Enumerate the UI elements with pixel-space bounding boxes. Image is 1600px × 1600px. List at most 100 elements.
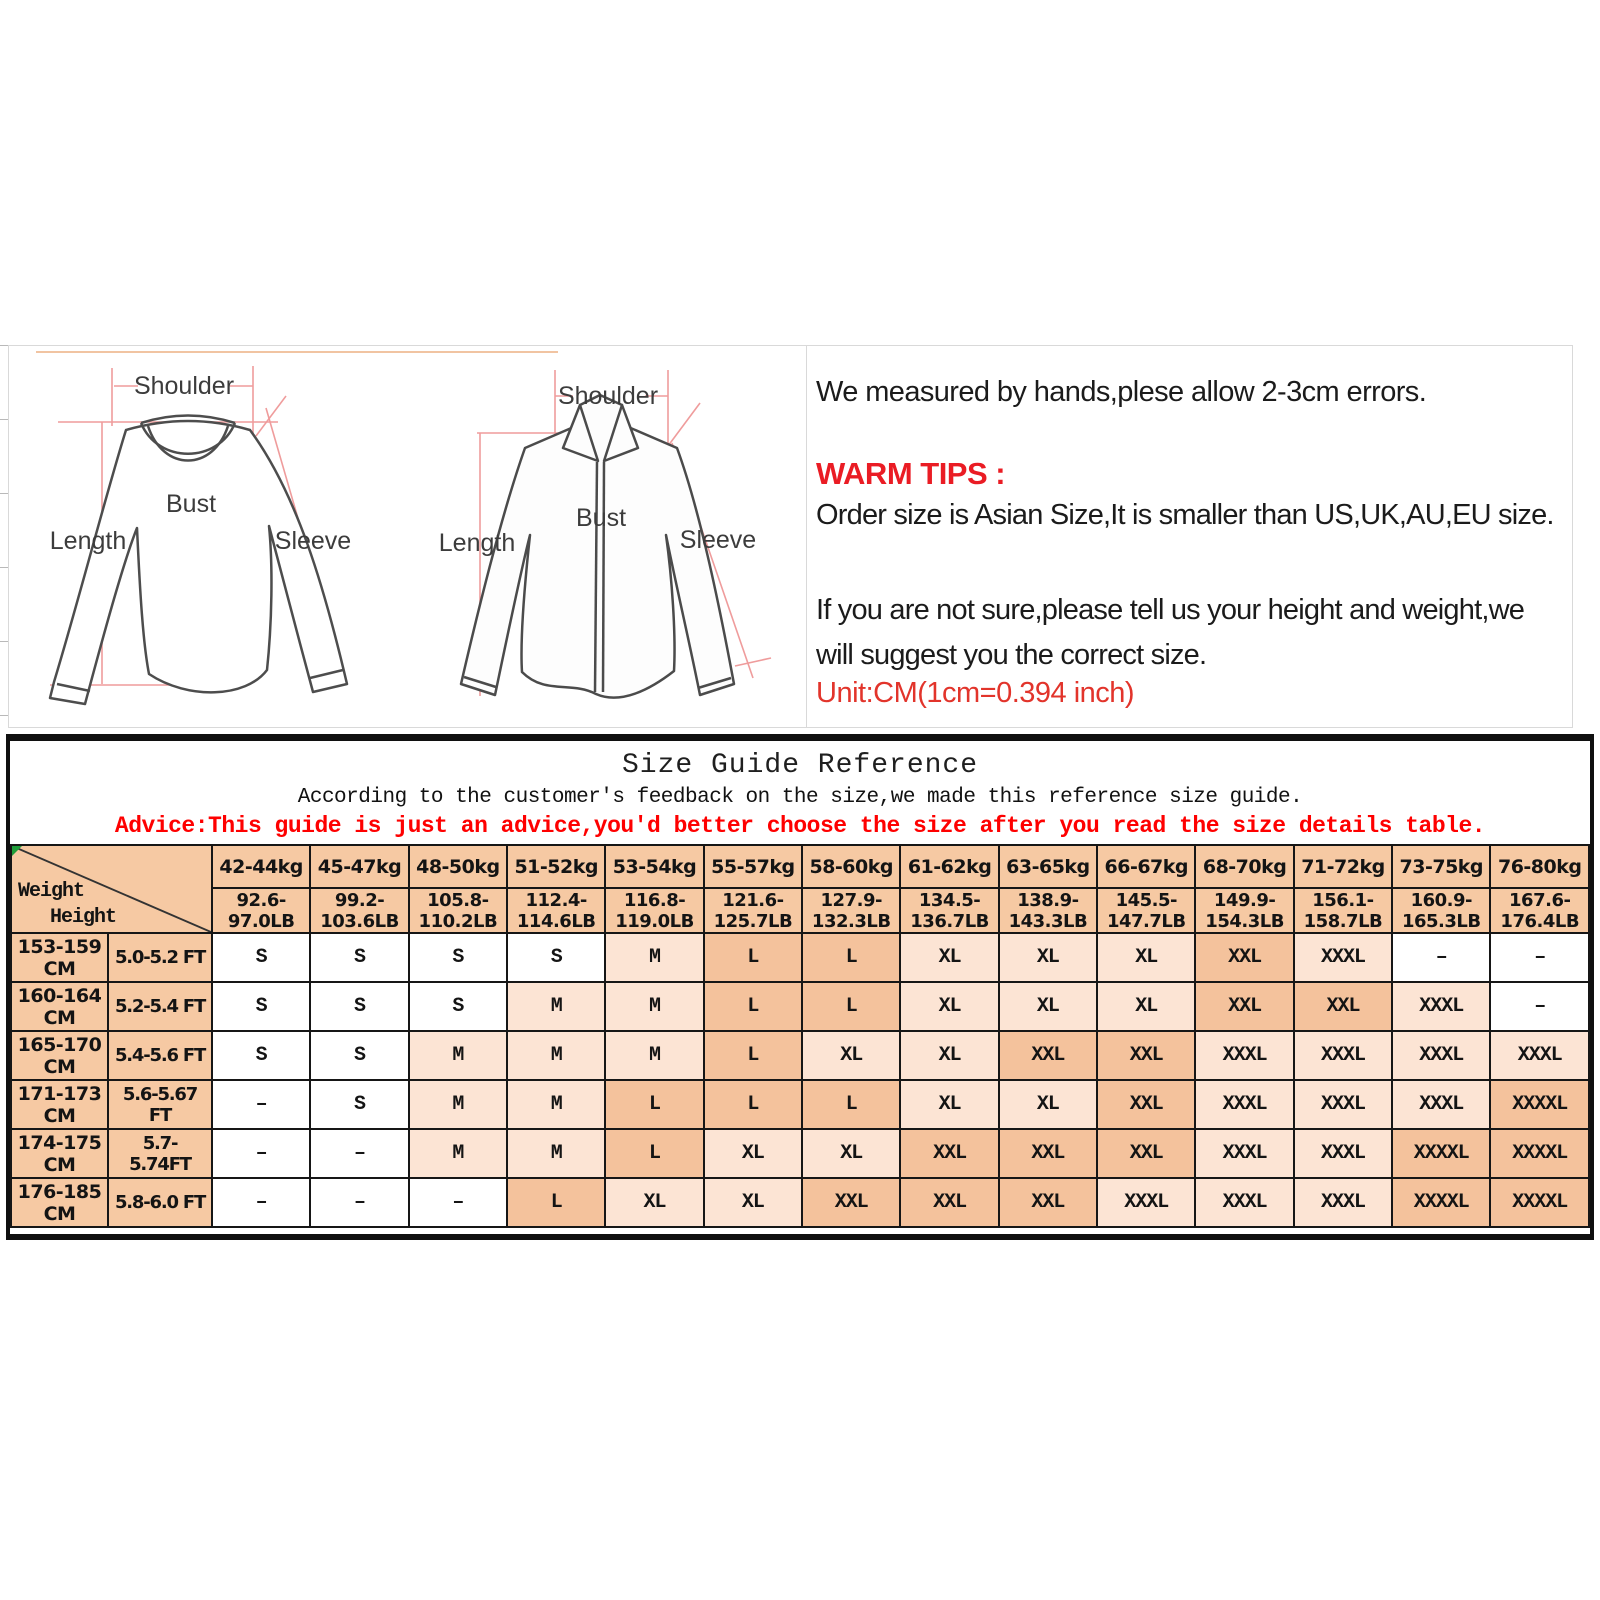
size-cell: XXXL <box>1391 981 1492 1032</box>
ruler-tick <box>0 493 8 494</box>
measured-by-hands-note: We measured by hands,plese allow 2-3cm e… <box>816 376 1427 408</box>
size-help-note: If you are not sure,please tell us your … <box>816 594 1525 671</box>
size-cell: XXXL <box>1292 1128 1394 1179</box>
size-cell: XXXXL <box>1391 1128 1492 1179</box>
size-cell: XXL <box>1096 1128 1197 1179</box>
table-subtitle: According to the customer's feedback on … <box>297 786 1303 809</box>
weight-lb-header: 116.8- 119.0LB <box>604 887 705 934</box>
size-cell: XL <box>997 981 1099 1032</box>
shirt-length-label: Length <box>439 529 515 557</box>
size-cell: XL <box>1096 932 1197 983</box>
section-divider-line <box>806 345 807 728</box>
height-row: 165-170 CM 5.4-5.6 FT S S M M M L XL XL XXL XXL XXXL… <box>10 1030 1590 1081</box>
size-cell: M <box>506 1030 607 1081</box>
weight-kg-header: 45-47kg <box>309 844 410 889</box>
size-cell: XXXL <box>1489 1030 1590 1081</box>
height-ft-header: 5.8-6.0 FT <box>107 1177 213 1228</box>
size-cell: L <box>801 981 902 1032</box>
asian-size-note: Order size is Asian Size,It is smaller t… <box>816 499 1554 531</box>
weight-kg-header: 76-80kg <box>1489 844 1590 889</box>
size-cell: XXXL <box>1292 932 1394 983</box>
height-ft-header: 5.6-5.67 FT <box>107 1079 213 1130</box>
size-cell: XL <box>801 1030 902 1081</box>
size-cell: XXL <box>1194 932 1295 983</box>
size-cell: XL <box>899 932 1000 983</box>
size-cell: L <box>604 1079 705 1130</box>
size-cell: XXL <box>997 1128 1099 1179</box>
height-row: 160-164 CM 5.2-5.4 FT S S S M M L L XL XL XL XXL XXL X… <box>10 981 1590 1032</box>
size-cell: – <box>210 1177 312 1228</box>
size-cell: – <box>210 1128 312 1179</box>
size-cell: XXXL <box>1194 1128 1295 1179</box>
shirt-measure-diagram: Shoulder Bust Length Sleeve <box>439 370 772 699</box>
weight-lb-header: 112.4- 114.6LB <box>506 887 607 934</box>
table-advice: Advice:This guide is just an advice,you'… <box>114 813 1486 839</box>
size-cell: XL <box>702 1177 804 1228</box>
size-cell: XXXL <box>1194 1030 1295 1081</box>
weight-kg-header: 73-75kg <box>1391 844 1492 889</box>
height-ft-header: 5.2-5.4 FT <box>107 981 213 1032</box>
tee-length-label: Length <box>50 527 126 555</box>
size-cell: S <box>407 981 509 1032</box>
size-cell: XXXXL <box>1391 1177 1492 1228</box>
size-cell: M <box>407 1128 509 1179</box>
size-cell: XXXL <box>1096 1177 1197 1228</box>
size-cell: L <box>702 981 804 1032</box>
size-cell: XL <box>997 932 1099 983</box>
tee-sleeve-label: Sleeve <box>275 527 351 555</box>
size-cell: XXL <box>1096 1030 1197 1081</box>
unit-note: Unit:CM(1cm=0.394 inch) <box>816 677 1135 709</box>
height-cm-header: 176-185 CM <box>10 1177 109 1228</box>
size-cell: L <box>801 1079 902 1130</box>
diagonal-line <box>13 847 210 931</box>
height-ft-header: 5.0-5.2 FT <box>107 932 213 983</box>
size-cell: XXXL <box>1194 1177 1295 1228</box>
size-cell: – <box>309 1177 410 1228</box>
weight-lb-header: 167.6- 176.4LB <box>1489 887 1590 934</box>
weight-kg-header: 42-44kg <box>210 844 312 889</box>
weight-kg-header: 63-65kg <box>997 844 1099 889</box>
tee-shoulder-label: Shoulder <box>134 372 234 400</box>
weight-height-corner-cell: Weight Height <box>10 844 213 934</box>
size-cell: XXL <box>997 1177 1099 1228</box>
size-cell: S <box>309 932 410 983</box>
weight-kg-header: 68-70kg <box>1194 844 1295 889</box>
size-cell: XXL <box>1194 981 1295 1032</box>
size-cell: XXL <box>801 1177 902 1228</box>
peach-divider-line <box>36 351 558 353</box>
tee-outline <box>48 414 349 706</box>
size-cell: L <box>702 932 804 983</box>
weight-kg-header: 48-50kg <box>407 844 509 889</box>
size-cell: S <box>309 1030 410 1081</box>
weight-lb-header: 121.6- 125.7LB <box>702 887 804 934</box>
size-cell: M <box>506 1128 607 1179</box>
size-cell: – <box>1489 981 1590 1032</box>
shirt-shoulder-label: Shoulder <box>558 382 658 410</box>
section-top-line <box>8 345 1572 346</box>
section-right-line <box>1572 345 1573 728</box>
weight-lb-header: 156.1- 158.7LB <box>1292 887 1394 934</box>
weight-lb-header: 145.5- 147.7LB <box>1096 887 1197 934</box>
size-cell: XXL <box>1096 1079 1197 1130</box>
size-cell: S <box>210 981 312 1032</box>
size-cell: XL <box>899 1030 1000 1081</box>
size-cell: XXXXL <box>1489 1177 1590 1228</box>
section-bottom-line <box>8 727 1572 728</box>
ruler-tick <box>0 345 8 346</box>
size-cell: S <box>407 932 509 983</box>
size-cell: M <box>604 981 705 1032</box>
tee-bust-label: Bust <box>166 490 216 518</box>
weight-lb-header: 105.8- 110.2LB <box>407 887 509 934</box>
size-cell: S <box>210 1030 312 1081</box>
weight-kg-header: 61-62kg <box>899 844 1000 889</box>
weight-lb-header: 99.2- 103.6LB <box>309 887 410 934</box>
weight-lb-header: 92.6- 97.0LB <box>210 887 312 934</box>
size-cell: XXXXL <box>1489 1079 1590 1130</box>
height-label: Height <box>50 906 117 929</box>
size-cell: XXXL <box>1292 1177 1394 1228</box>
size-cell: M <box>506 1079 607 1130</box>
weight-lb-header: 134.5- 136.7LB <box>899 887 1000 934</box>
size-cell: XL <box>997 1079 1099 1130</box>
size-cell: XXL <box>1292 981 1394 1032</box>
